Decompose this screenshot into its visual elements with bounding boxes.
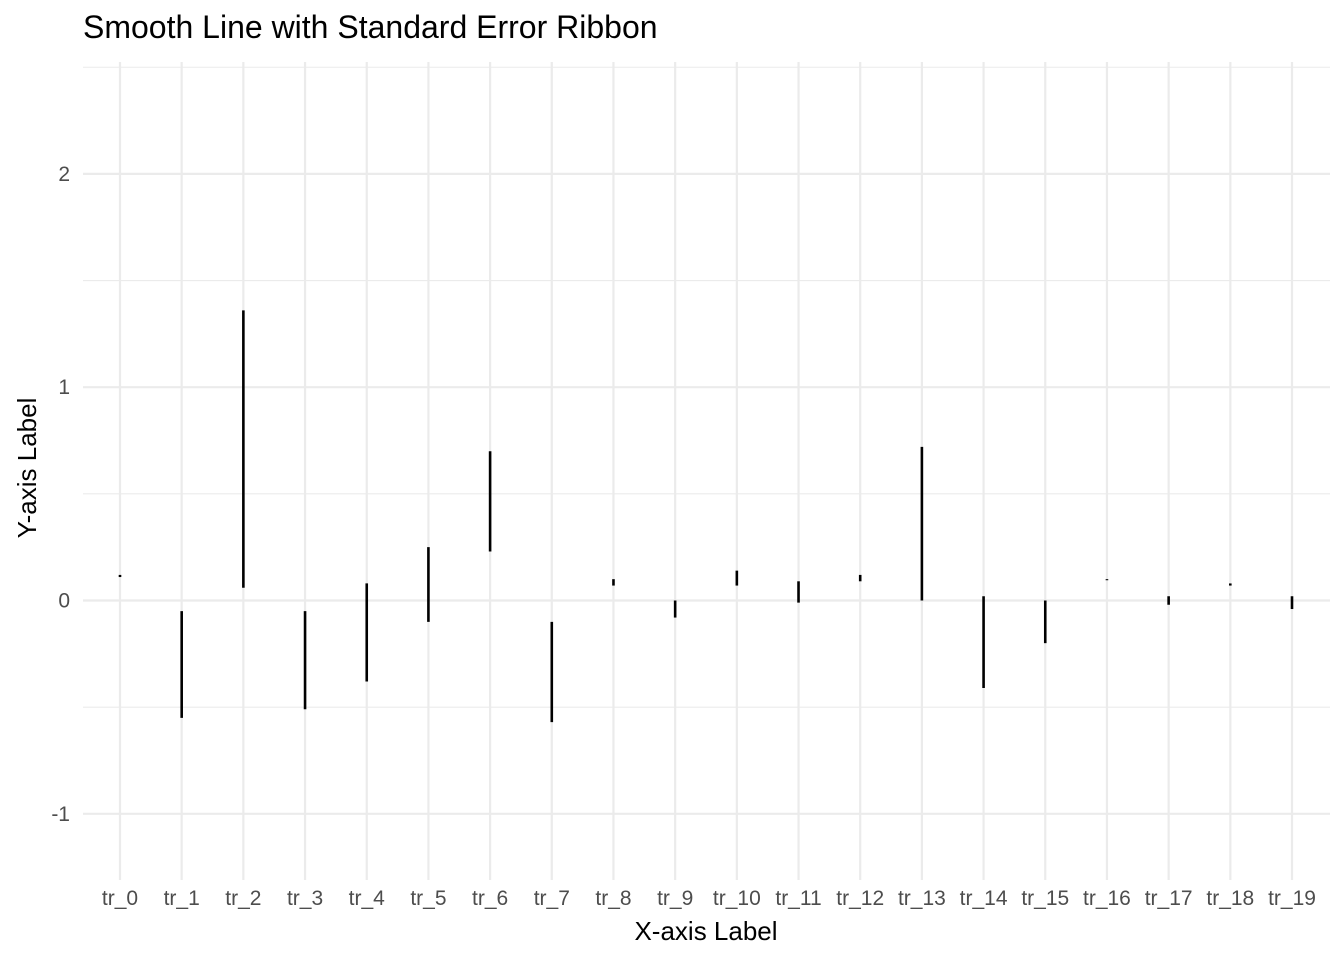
range-bars: [118, 310, 1294, 723]
y-axis-ticks: -1 0 1 2: [51, 163, 70, 826]
x-tick-label: tr_1: [164, 887, 200, 910]
x-tick-label: tr_16: [1083, 887, 1131, 910]
y-tick-label: -1: [51, 803, 70, 826]
grid: [83, 62, 1330, 880]
x-tick-label: tr_3: [287, 887, 323, 910]
x-tick-label: tr_2: [225, 887, 261, 910]
chart-title: Smooth Line with Standard Error Ribbon: [83, 9, 658, 45]
x-tick-label: tr_6: [472, 887, 508, 910]
y-tick-label: 0: [58, 590, 70, 613]
x-tick-label: tr_14: [960, 887, 1008, 910]
x-tick-label: tr_17: [1145, 887, 1193, 910]
x-tick-label: tr_4: [349, 887, 386, 910]
x-tick-label: tr_7: [534, 887, 570, 910]
x-tick-label: tr_0: [102, 887, 138, 910]
y-tick-label: 2: [58, 163, 70, 186]
x-tick-label: tr_5: [410, 887, 446, 910]
x-tick-label: tr_12: [836, 887, 884, 910]
x-tick-label: tr_13: [898, 887, 946, 910]
x-tick-label: tr_18: [1206, 887, 1254, 910]
y-tick-label: 1: [58, 376, 70, 399]
x-tick-label: tr_15: [1021, 887, 1069, 910]
x-tick-label: tr_10: [713, 887, 761, 910]
y-axis-title: Y-axis Label: [12, 398, 42, 539]
x-axis-title: X-axis Label: [634, 916, 777, 946]
x-tick-label: tr_8: [595, 887, 631, 910]
x-tick-label: tr_19: [1268, 887, 1316, 910]
x-axis-ticks: tr_0 tr_1 tr_2 tr_3 tr_4 tr_5 tr_6 tr_7 tr_8 tr_9…: [102, 887, 1316, 910]
x-tick-label: tr_11: [775, 887, 821, 910]
x-tick-label: tr_9: [657, 887, 693, 910]
